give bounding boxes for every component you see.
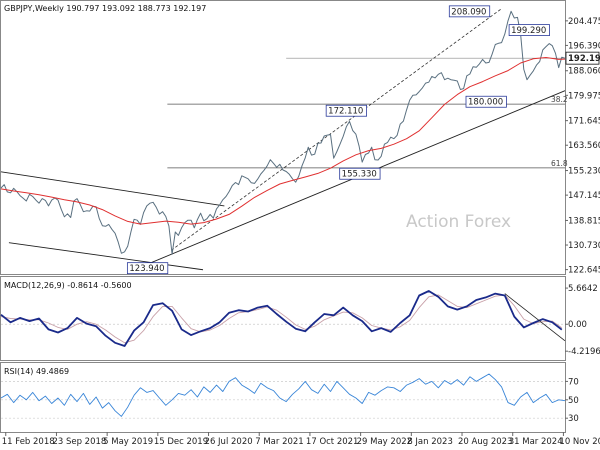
price-y-tick-label: 188.060	[568, 67, 600, 77]
x-tick-label: 11 Feb 2018	[2, 437, 55, 447]
price-y-tick-label: 204.475	[568, 17, 600, 27]
price-annotation-box	[448, 5, 491, 18]
price-layer: 38.2 61.8 208.090 199.290 180.000 172.110 155.…	[0, 5, 600, 276]
channel-dashed-upper	[171, 8, 502, 251]
price-annotation-label: 208.090	[451, 7, 486, 17]
last-value-label: 192.197	[568, 54, 600, 64]
x-tick-label: 17 Oct 2021	[306, 437, 359, 447]
price-annotation-label: 172.110	[328, 107, 363, 117]
macd-y-tick-label: 5.6642	[568, 284, 598, 294]
x-tick-label: 8 Jan 2023	[407, 437, 453, 447]
price-annotation-label: 180.000	[468, 98, 503, 108]
macd-y-tick-label: -4.2196	[568, 347, 600, 357]
macd-y-tick-label: 0.00	[568, 320, 587, 330]
price-y-tick-label: 163.560	[568, 141, 600, 151]
fib-level-label: 61.8	[551, 159, 568, 168]
price-y-tick-label: 130.730	[568, 241, 600, 251]
macd-layer: 5.6642 0.00 -4.2196	[0, 284, 600, 357]
price-annotation-box	[325, 104, 367, 117]
price-header: GBPJPY,Weekly 190.797 193.092 188.773 19…	[4, 4, 206, 13]
macd-header: MACD(12,26,9) -0.8614 -0.5600	[4, 281, 132, 290]
price-y-tick-label: 138.815	[568, 216, 600, 226]
watermark: Action Forex	[406, 212, 511, 232]
x-tick-label: 15 Dec 2019	[154, 437, 208, 447]
price-annotation-box	[465, 95, 507, 108]
moving-average-line	[0, 57, 566, 225]
price-annotation-box	[339, 167, 381, 180]
x-tick-label: 5 May 2019	[103, 437, 153, 447]
price-y-tick-label: 171.645	[568, 117, 600, 127]
rsi-y-tick-label: 70	[568, 377, 579, 387]
price-annotation-box	[126, 262, 169, 275]
fib-level-label: 38.2	[551, 95, 568, 104]
x-tick-label: 29 May 2022	[357, 437, 412, 447]
price-annotation-label: 123.940	[129, 264, 164, 274]
x-tick-label: 23 Sep 2018	[52, 437, 106, 447]
last-value-box	[565, 51, 600, 65]
price-annotation-box	[508, 24, 550, 36]
x-tick-label: 7 Mar 2021	[255, 437, 303, 447]
rsi-line	[0, 373, 566, 417]
x-tick-label: 10 Nov 2024	[559, 437, 600, 447]
price-y-tick-label: 147.145	[568, 191, 600, 201]
price-panel-frame	[0, 0, 566, 275]
x-tick-label: 26 Jul 2020	[205, 437, 253, 447]
rsi-y-tick-label: 30	[568, 414, 579, 424]
price-y-tick-label: 179.975	[568, 91, 600, 101]
rsi-layer: 70 50 30	[0, 373, 579, 424]
rsi-header: RSI(14) 49.4869	[4, 367, 69, 376]
macd-trend-line	[504, 293, 566, 342]
x-tick-label: 31 Mar 2024	[509, 437, 563, 447]
x-tick-label: 20 Aug 2023	[458, 437, 512, 447]
price-y-tick-label: 122.645	[568, 266, 600, 276]
price-y-tick-label: 196.390	[568, 41, 600, 51]
macd-line	[0, 290, 563, 347]
rsi-panel-frame	[0, 362, 566, 433]
rsi-y-tick-label: 50	[568, 396, 579, 406]
channel-upper-line	[0, 171, 225, 207]
channel-lower-line	[8, 242, 204, 271]
price-y-tick-label: 155.230	[568, 167, 600, 177]
price-annotation-label: 199.290	[511, 26, 546, 36]
price-annotation-label: 155.330	[342, 170, 377, 180]
macd-signal-line	[0, 294, 563, 344]
